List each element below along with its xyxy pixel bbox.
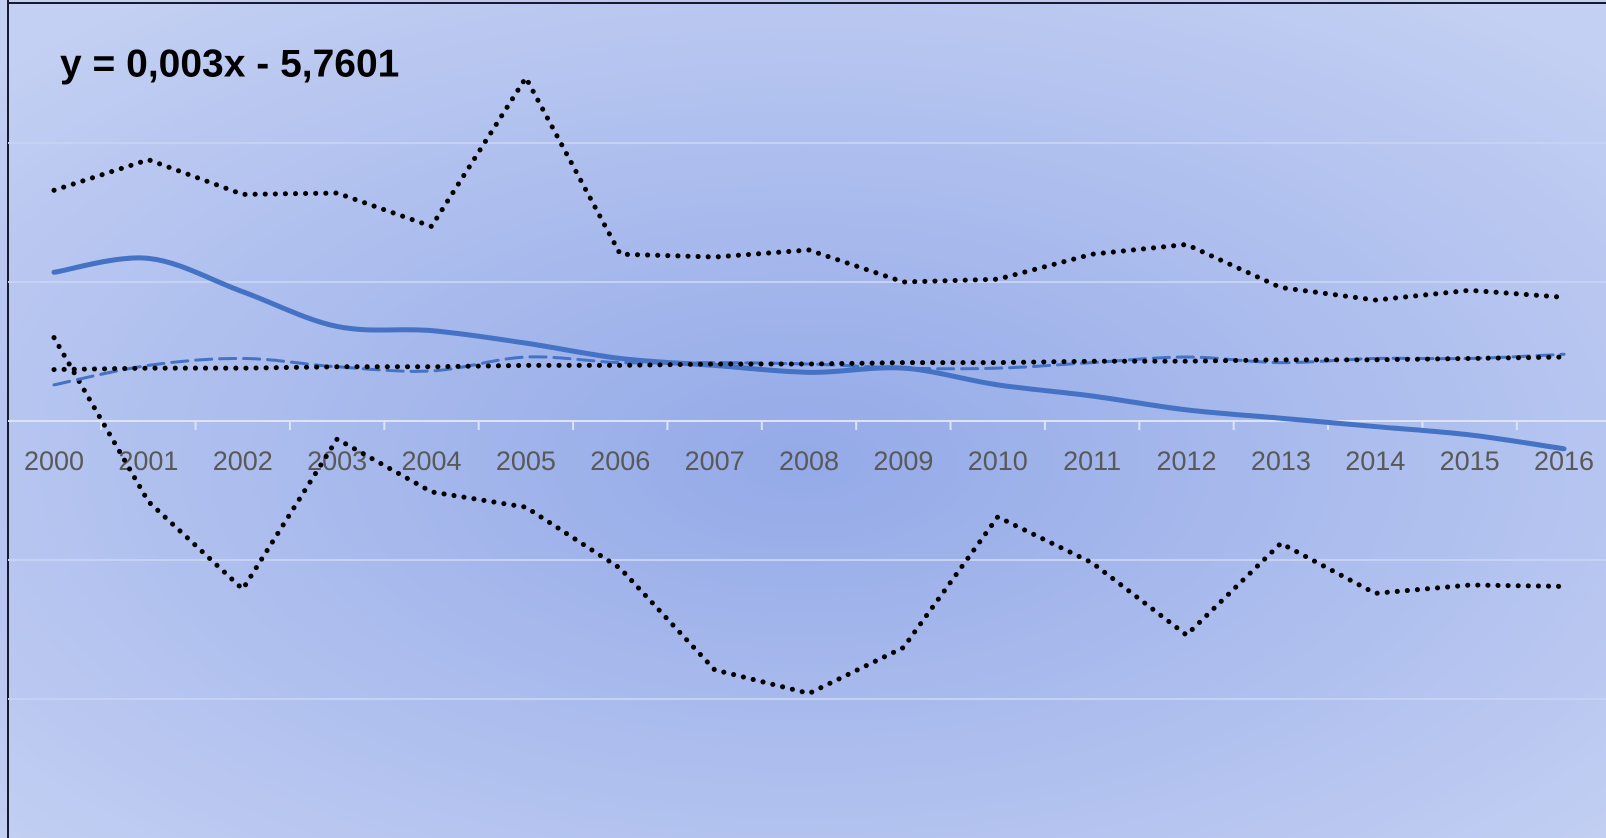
x-tick-label: 2003: [307, 446, 367, 476]
x-tick-label: 2008: [779, 446, 839, 476]
x-tick-label: 2007: [685, 446, 745, 476]
x-tick-label: 2012: [1156, 446, 1216, 476]
x-tick-label: 2011: [1063, 446, 1121, 476]
x-tick-label: 2013: [1251, 446, 1311, 476]
x-tick-label: 2006: [590, 446, 650, 476]
series-line: [51, 75, 1567, 303]
x-tick-label: 2015: [1440, 446, 1500, 476]
x-tick-label: 2001: [118, 446, 178, 476]
x-tick-label: 2000: [24, 446, 84, 476]
x-tick-label: 2014: [1345, 446, 1405, 476]
x-tick-label: 2004: [401, 446, 461, 476]
x-tick-label: 2009: [873, 446, 933, 476]
series-line: [51, 354, 1567, 373]
equation-annotation: y = 0,003x - 5,7601: [60, 42, 399, 85]
x-tick-label: 2010: [968, 446, 1028, 476]
series-line: [51, 255, 1567, 452]
series-line: [51, 335, 1567, 696]
x-tick-label: 2002: [213, 446, 273, 476]
x-tick-label: 2005: [496, 446, 556, 476]
